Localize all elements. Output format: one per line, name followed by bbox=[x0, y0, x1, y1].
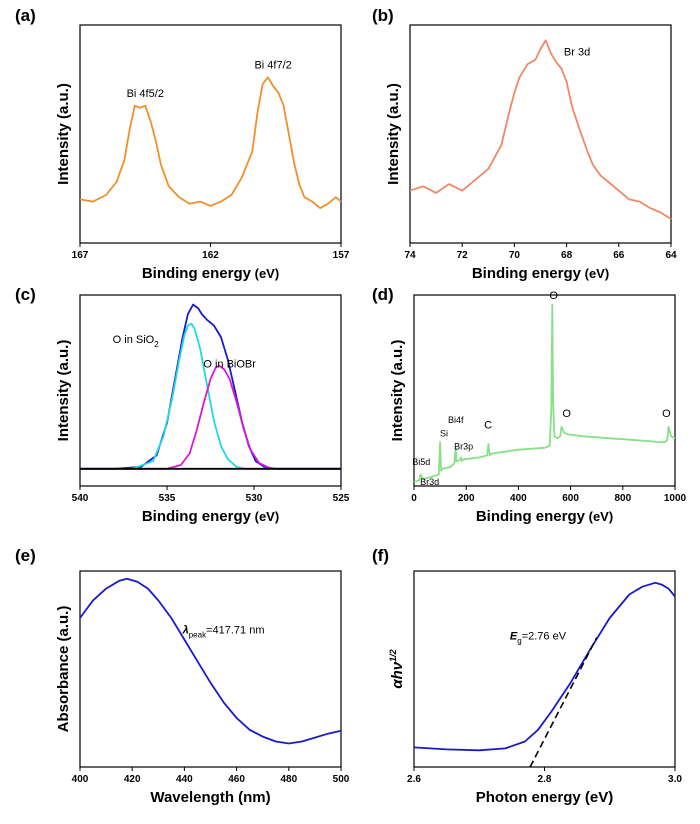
panel-f: (f) 2.6 2.8 3.0 Photon energy (eV) αhν1/2 Eg=2… bbox=[372, 546, 682, 806]
series-line-0 bbox=[79, 577, 342, 745]
annotation-label: O in SiO2 bbox=[113, 334, 160, 349]
x-tick-label: 400 bbox=[72, 774, 89, 785]
x-tick-label: 74 bbox=[404, 250, 416, 261]
x-tick-label: 1000 bbox=[664, 493, 687, 504]
x-tick-label: 2.6 bbox=[407, 774, 421, 785]
x-tick-label: 460 bbox=[228, 774, 245, 785]
annotation-label: C bbox=[484, 420, 492, 432]
x-tick-label: 68 bbox=[561, 250, 573, 261]
plot-frame bbox=[413, 570, 676, 768]
annotation-label: Bi5d bbox=[412, 457, 430, 467]
panel-d: (d) 0 200 400 600 800 1000 Binding energy (eV) I… bbox=[372, 285, 687, 525]
y-axis-label: αhν1/2 bbox=[388, 649, 406, 688]
x-tick-label: 64 bbox=[665, 250, 677, 261]
panel-label: (c) bbox=[15, 285, 36, 304]
x-tick-label: 530 bbox=[246, 493, 263, 504]
series-line-0 bbox=[409, 39, 672, 220]
y-axis-label: Intensity (a.u.) bbox=[55, 83, 72, 185]
x-tick-label: 162 bbox=[202, 250, 219, 261]
annotation-label: O bbox=[562, 408, 571, 420]
x-tick-label: 3.0 bbox=[668, 774, 682, 785]
x-tick-label: 200 bbox=[458, 493, 475, 504]
annotation-label: Br3p bbox=[454, 442, 473, 452]
panel-label: (b) bbox=[372, 6, 394, 25]
x-tick-label: 0 bbox=[411, 493, 417, 504]
annotation-label: O bbox=[549, 290, 558, 302]
x-tick-label: 66 bbox=[613, 250, 625, 261]
y-axis-label: Intensity (a.u.) bbox=[55, 340, 72, 442]
x-tick-label: 2.8 bbox=[538, 774, 552, 785]
y-axis-label: Absorbance (a.u.) bbox=[55, 606, 72, 733]
x-tick-label: 540 bbox=[72, 493, 89, 504]
x-tick-label: 800 bbox=[614, 493, 631, 504]
y-axis-label: Intensity (a.u.) bbox=[389, 340, 406, 442]
x-tick-label: 400 bbox=[510, 493, 527, 504]
x-tick-label: 525 bbox=[333, 493, 350, 504]
x-tick-label: 157 bbox=[333, 250, 350, 261]
series-line-0 bbox=[79, 76, 342, 210]
panel-label: (d) bbox=[372, 285, 394, 304]
plot-frame bbox=[413, 294, 676, 487]
x-tick-label: 600 bbox=[562, 493, 579, 504]
panel-b: (b) 74 72 70 68 66 64 Binding energy (eV) Intens… bbox=[372, 6, 677, 282]
plot-frame bbox=[79, 24, 342, 244]
plot-frame bbox=[79, 570, 342, 768]
panel-label: (e) bbox=[15, 546, 36, 565]
annotation-label: Br 3d bbox=[564, 47, 590, 59]
series-line-0 bbox=[80, 303, 341, 470]
plot-frame bbox=[409, 24, 672, 244]
series-line-2 bbox=[80, 364, 341, 470]
annotation-label: Eg=2.76 eV bbox=[510, 631, 567, 646]
annotation-label: Br3d bbox=[420, 477, 439, 487]
x-tick-label: 420 bbox=[124, 774, 141, 785]
series-line-0 bbox=[413, 303, 676, 484]
series-line-0 bbox=[413, 581, 676, 752]
annotation-label: O in BiOBr bbox=[203, 359, 256, 371]
panel-label: (a) bbox=[15, 6, 36, 25]
panel-e: (e) 400 420 440 460 480 500 Wavelength (nm) Abso… bbox=[15, 546, 350, 806]
series-line-1 bbox=[529, 637, 598, 768]
annotation-label: λpeak=417.71 nm bbox=[182, 625, 265, 640]
x-tick-label: 167 bbox=[72, 250, 89, 261]
annotation-label: Bi4f bbox=[448, 415, 464, 425]
annotation-label: Si bbox=[440, 428, 448, 438]
x-tick-label: 72 bbox=[457, 250, 469, 261]
x-axis-label: Wavelength (nm) bbox=[150, 789, 270, 806]
y-axis-label: Intensity (a.u.) bbox=[385, 83, 402, 185]
annotation-label: Bi 4f5/2 bbox=[127, 88, 164, 100]
annotation-label: Bi 4f7/2 bbox=[254, 60, 291, 72]
plot-frame bbox=[79, 294, 342, 487]
x-axis-label: Binding energy (eV) bbox=[472, 265, 609, 282]
x-axis-label: Binding energy (eV) bbox=[142, 508, 279, 525]
x-axis-label: Binding energy (eV) bbox=[476, 508, 613, 525]
x-tick-label: 500 bbox=[333, 774, 350, 785]
panel-c: (c) 540 535 530 525 Binding energy (eV) Intens… bbox=[15, 285, 350, 525]
x-tick-label: 440 bbox=[176, 774, 193, 785]
x-tick-label: 70 bbox=[509, 250, 521, 261]
panel-label: (f) bbox=[372, 546, 389, 565]
x-tick-label: 480 bbox=[280, 774, 297, 785]
series-line-1 bbox=[80, 322, 341, 470]
panel-a: (a) 167 162 157 Binding energy (eV) Intensity… bbox=[15, 6, 350, 282]
x-axis-label: Photon energy (eV) bbox=[476, 789, 614, 806]
x-tick-label: 535 bbox=[159, 493, 176, 504]
x-axis-label: Binding energy (eV) bbox=[142, 265, 279, 282]
annotation-label: O bbox=[662, 408, 671, 420]
